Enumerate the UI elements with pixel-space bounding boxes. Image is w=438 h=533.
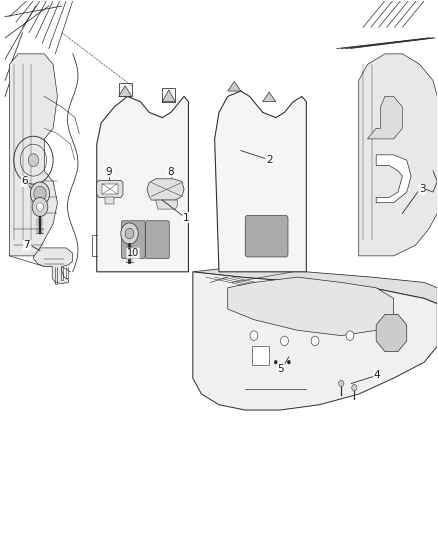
Circle shape xyxy=(346,331,354,341)
Circle shape xyxy=(28,154,39,166)
Polygon shape xyxy=(10,54,57,256)
Circle shape xyxy=(121,223,138,244)
Polygon shape xyxy=(215,91,306,272)
Polygon shape xyxy=(193,272,437,410)
Polygon shape xyxy=(102,183,118,194)
Circle shape xyxy=(32,197,48,216)
Polygon shape xyxy=(162,90,175,102)
Polygon shape xyxy=(97,96,188,272)
Polygon shape xyxy=(97,180,123,197)
Circle shape xyxy=(274,360,278,365)
Polygon shape xyxy=(119,86,132,96)
Circle shape xyxy=(36,203,43,211)
Circle shape xyxy=(287,360,290,365)
Text: 4: 4 xyxy=(374,370,380,381)
Polygon shape xyxy=(359,54,437,256)
Circle shape xyxy=(311,336,319,346)
Text: 6: 6 xyxy=(21,176,28,187)
Circle shape xyxy=(30,182,49,205)
Polygon shape xyxy=(33,248,73,284)
Text: 9: 9 xyxy=(106,167,112,177)
Polygon shape xyxy=(376,314,407,352)
Text: 7: 7 xyxy=(24,240,30,250)
Text: 5: 5 xyxy=(278,364,284,374)
Polygon shape xyxy=(367,96,403,139)
Polygon shape xyxy=(155,200,177,209)
Circle shape xyxy=(34,186,46,201)
Polygon shape xyxy=(228,82,241,91)
Polygon shape xyxy=(228,277,394,336)
Circle shape xyxy=(339,380,344,386)
FancyBboxPatch shape xyxy=(146,221,169,259)
FancyBboxPatch shape xyxy=(122,221,145,259)
FancyBboxPatch shape xyxy=(245,215,288,257)
FancyBboxPatch shape xyxy=(252,346,269,365)
Polygon shape xyxy=(147,179,184,200)
Text: 2: 2 xyxy=(266,155,272,165)
Text: 8: 8 xyxy=(168,167,174,177)
Text: 10: 10 xyxy=(127,248,139,258)
Circle shape xyxy=(352,384,357,391)
Text: 3: 3 xyxy=(419,184,425,195)
Polygon shape xyxy=(193,266,437,304)
Circle shape xyxy=(281,336,288,346)
Polygon shape xyxy=(376,155,411,203)
Polygon shape xyxy=(106,197,114,204)
Circle shape xyxy=(250,331,258,341)
Circle shape xyxy=(125,228,134,239)
Polygon shape xyxy=(263,92,276,102)
Text: 1: 1 xyxy=(183,213,190,223)
